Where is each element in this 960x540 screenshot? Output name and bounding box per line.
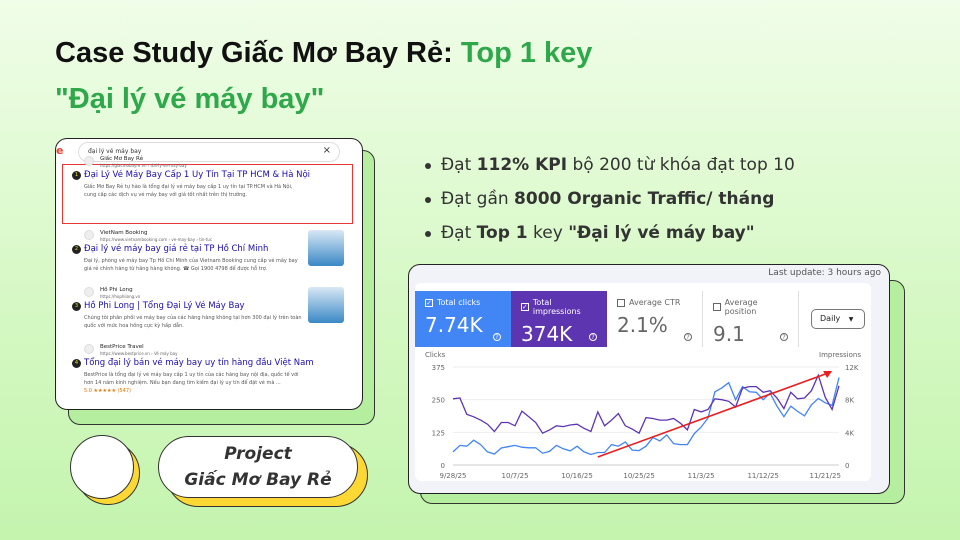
bullet-item: Đạt 112% KPI bộ 200 từ khóa đạt top 10 (425, 148, 795, 182)
favicon-icon (84, 156, 94, 166)
x-tick-label: 11/21/25 (809, 472, 840, 479)
serp-screenshot: e đại lý vé máy bay × Giấc Mơ Bay Rẻ http… (55, 138, 363, 410)
checkbox[interactable] (713, 303, 721, 311)
search-result: VietNam Booking https://www.vietnambooki… (72, 230, 344, 286)
result-site: Giấc Mơ Bay Rẻ (100, 156, 144, 162)
y-tick-label: 250 (432, 397, 445, 405)
highlight-box (62, 164, 353, 224)
title-text: Case Study Giấc Mơ Bay Rẻ: (55, 37, 461, 69)
result-site: BestPrice Travel (100, 344, 144, 350)
google-logo: e (56, 144, 64, 157)
help-icon[interactable]: ? (493, 333, 501, 341)
bullet-item: Đạt Top 1 key "Đại lý vé máy bay" (425, 216, 795, 250)
y-tick-label: 0 (441, 462, 445, 470)
x-tick-label: 11/3/25 (688, 472, 715, 479)
favicon-icon (84, 344, 94, 354)
result-title-link[interactable]: Đại Lý Vé Máy Bay Cấp 1 Uy Tín Tại TP HC… (84, 170, 311, 180)
rank-badge: 2 (72, 245, 81, 254)
search-result: Hồ Phi Long https://hophilong.vn 3 Hồ Ph… (72, 287, 344, 343)
metric-value: 9.1 (713, 322, 745, 346)
metric-value: 2.1% (617, 313, 668, 337)
help-icon[interactable]: ? (589, 333, 597, 341)
title-keyword: "Đại lý vé máy bay" (55, 83, 325, 115)
last-update: Last update: 3 hours ago (768, 268, 881, 278)
result-site: Hồ Phi Long (100, 287, 133, 293)
rank-badge: 1 (72, 171, 81, 180)
x-tick-label: 9/28/25 (440, 472, 467, 479)
search-console-screenshot: Last update: 3 hours ago ✓ Total clicks 7… (408, 264, 890, 494)
y2-tick-label: 0 (845, 462, 849, 470)
page-title: Case Study Giấc Mơ Bay Rẻ: Top 1 key "Đạ… (55, 30, 592, 122)
result-snippet: Chúng tôi phân phối vé máy bay của các h… (84, 315, 302, 329)
decor-circle (70, 435, 134, 499)
favicon-icon (84, 230, 94, 240)
performance-panel: ✓ Total clicks 7.74K ? ✓ Total impressions … (415, 283, 871, 481)
result-thumbnail (308, 230, 344, 266)
y-tick-label: 375 (432, 364, 445, 372)
x-tick-label: 10/7/25 (502, 472, 529, 479)
checkbox[interactable]: ✓ (425, 298, 433, 307)
series-line-clicks (452, 377, 840, 456)
result-url: https://hophilong.vn (100, 294, 141, 299)
y-tick-label: 125 (432, 429, 445, 437)
result-title-link[interactable]: Đại lý vé máy bay giá rẻ tại TP Hồ Chí M… (84, 244, 269, 254)
y2-tick-label: 8K (845, 397, 854, 405)
result-site: VietNam Booking (100, 230, 148, 236)
search-input[interactable]: đại lý vé máy bay × (78, 142, 340, 162)
y-axis-label: Clicks (425, 351, 446, 359)
x-tick-label: 11/12/25 (747, 472, 778, 479)
x-tick-label: 10/16/25 (561, 472, 592, 479)
help-icon[interactable]: ? (684, 333, 692, 341)
close-icon[interactable]: × (322, 145, 331, 156)
title-highlight: Top 1 key (460, 37, 593, 69)
project-badge: Project Giấc Mơ Bay Rẻ (158, 436, 358, 498)
results-list: Đạt 112% KPI bộ 200 từ khóa đạt top 10 Đ… (425, 148, 795, 250)
result-url: https://www.vietnambooking.com › ve-may-… (100, 237, 213, 242)
trend-arrow (597, 372, 829, 458)
x-tick-label: 10/25/25 (623, 472, 654, 479)
result-thumbnail (308, 287, 344, 323)
y2-tick-label: 4K (845, 429, 854, 437)
y2-axis-label: Impressions (819, 351, 861, 359)
metric-tile[interactable]: Average position 9.1 ? (703, 291, 799, 347)
result-snippet: BestPrice là tổng đại lý vé máy bay cấp … (84, 371, 304, 395)
checkbox[interactable]: ✓ (521, 303, 529, 311)
result-title-link[interactable]: Tổng đại lý bán vé máy bay uy tín hàng đ… (84, 358, 314, 368)
metric-tile[interactable]: Average CTR 2.1% ? (607, 291, 703, 347)
rating: 5.0 ★★★★★ (547) (84, 388, 131, 394)
search-query: đại lý vé máy bay (88, 148, 142, 155)
result-url: https://www.bestprice.vn › Vé máy bay (100, 351, 178, 356)
result-title-link[interactable]: Hồ Phi Long | Tổng Đại Lý Vé Máy Bay (84, 301, 245, 311)
metric-tile[interactable]: ✓ Total impressions 374K ? (511, 291, 607, 347)
metric-tile[interactable]: ✓ Total clicks 7.74K ? (415, 291, 511, 347)
result-snippet: Giấc Mơ Bay Rẻ tự hào là tổng đại lý vé … (84, 184, 293, 198)
search-result: BestPrice Travel https://www.bestprice.v… (72, 344, 344, 400)
rank-badge: 4 (72, 359, 81, 368)
arrow-head-icon (823, 371, 833, 378)
performance-chart: Clicks Impressions 0 0 125 4K 250 8K 375 12K 9/28/… (425, 351, 861, 479)
result-url: https://giacmobayre.vn › dai-ly-ve-may-b… (100, 163, 187, 168)
favicon-icon (84, 287, 94, 297)
rank-badge: 3 (72, 302, 81, 311)
help-icon[interactable]: ? (780, 333, 788, 341)
series-line-impressions (452, 373, 840, 435)
checkbox[interactable] (617, 298, 625, 307)
search-result: Giấc Mơ Bay Rẻ https://giacmobayre.vn › … (72, 156, 344, 212)
bullet-item: Đạt gần 8000 Organic Traffic/ tháng (425, 182, 795, 216)
y2-tick-label: 12K (845, 364, 859, 372)
daily-dropdown[interactable]: Daily ▼ (811, 309, 865, 329)
result-snippet: Đại lý, phòng vé máy bay Tp Hồ Chí Minh … (84, 258, 298, 272)
metric-value: 374K (521, 322, 573, 346)
caret-down-icon: ▼ (848, 316, 854, 323)
metric-value: 7.74K (425, 313, 483, 337)
